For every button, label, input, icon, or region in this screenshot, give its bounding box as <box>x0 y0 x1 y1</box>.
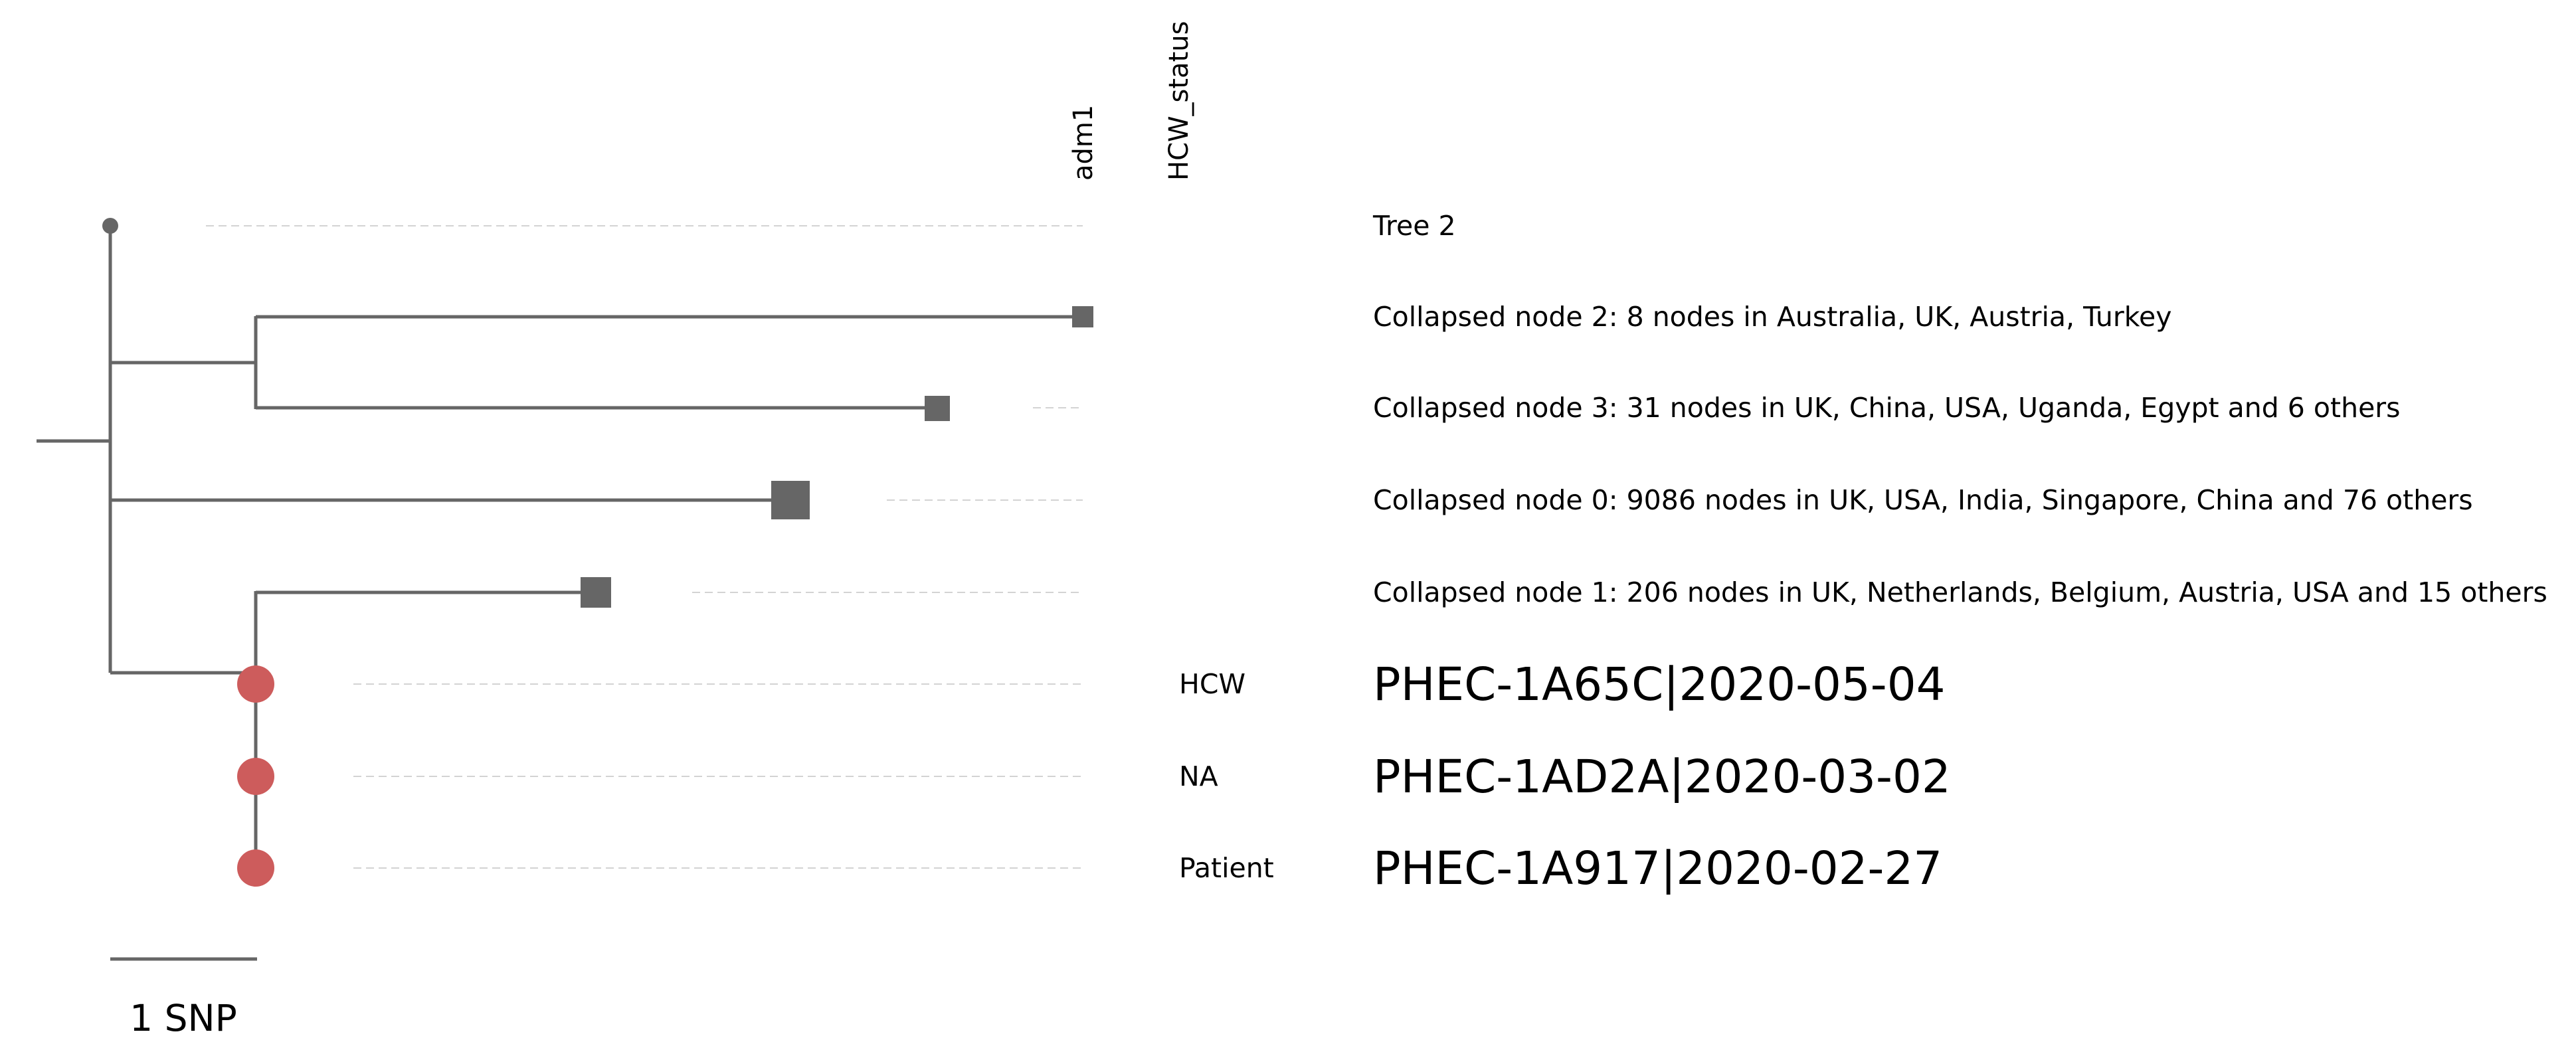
tip-marker-phec-1a917 <box>237 849 274 887</box>
collapsed-node-0-label: Collapsed node 0: 9086 nodes in UK, USA,… <box>1373 484 2473 516</box>
collapsed-node-3-marker <box>925 396 950 421</box>
hcw-status-value: NA <box>1179 760 1218 792</box>
column-header-hcw-status: HCW_status <box>1164 21 1194 181</box>
collapsed-node-2-marker <box>1072 306 1093 327</box>
collapsed-node-1-label: Collapsed node 1: 206 nodes in UK, Nethe… <box>1373 576 2547 608</box>
hcw-status-value: HCW <box>1179 668 1245 700</box>
tip-marker-phec-1ad2a <box>237 758 274 795</box>
root-node-marker <box>102 218 118 234</box>
collapsed-node-1-marker <box>581 577 611 608</box>
tip-marker-phec-1a65c <box>237 665 274 703</box>
collapsed-node-2-label: Collapsed node 2: 8 nodes in Australia, … <box>1373 301 2172 333</box>
scale-bar-label: 1 SNP <box>130 997 237 1039</box>
tree-title-label: Tree 2 <box>1372 210 1456 242</box>
tip-label-phec-1a917: PHEC-1A917|2020-02-27 <box>1373 842 1942 895</box>
column-header-adm1: adm1 <box>1068 105 1099 181</box>
hcw-status-value: Patient <box>1179 852 1274 884</box>
collapsed-node-3-label: Collapsed node 3: 31 nodes in UK, China,… <box>1373 392 2401 424</box>
collapsed-node-0-marker <box>771 481 810 519</box>
tip-label-phec-1a65c: PHEC-1A65C|2020-05-04 <box>1373 658 1946 711</box>
tip-label-phec-1ad2a: PHEC-1AD2A|2020-03-02 <box>1373 750 1951 804</box>
